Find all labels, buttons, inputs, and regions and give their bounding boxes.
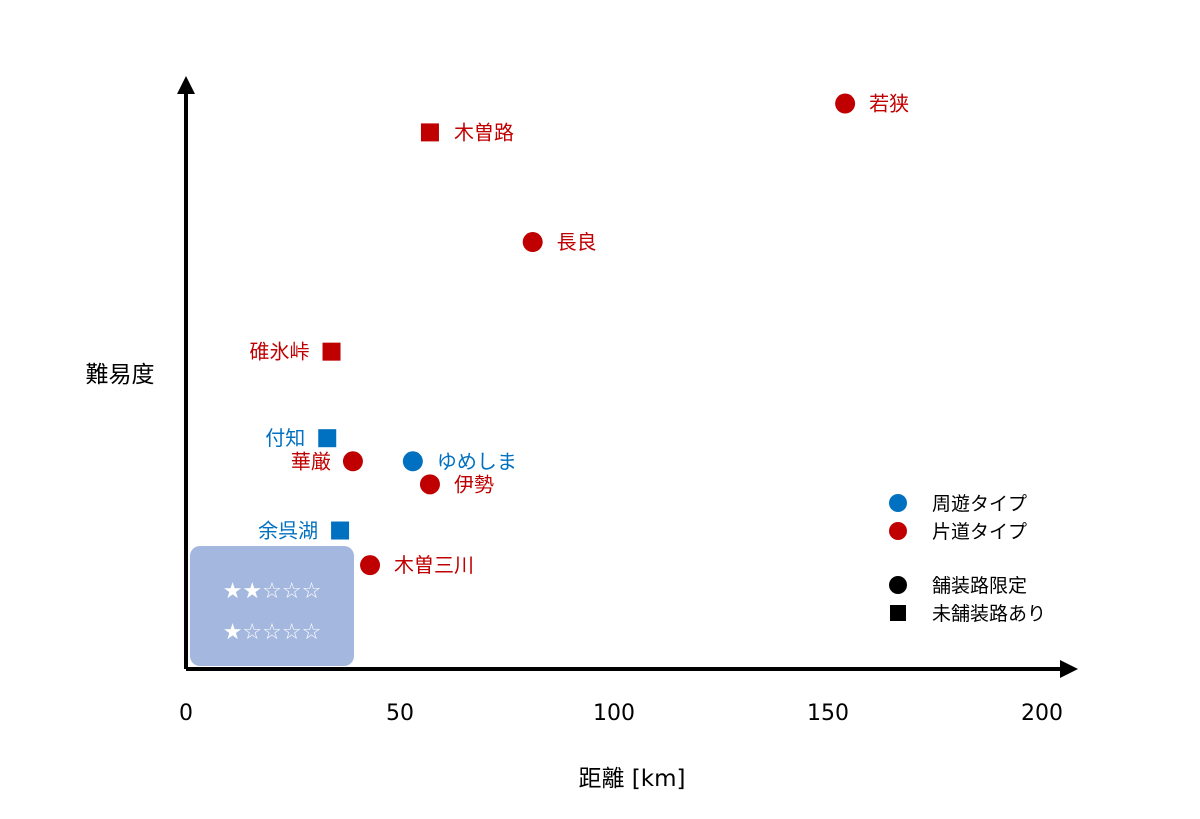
x-tick-label: 0 [179,701,193,726]
data-point-marker [360,555,381,576]
y-axis-arrow [177,76,195,94]
data-point-marker [318,429,337,448]
y-axis-title: 難易度 [86,362,155,388]
data-point-label: ゆめしま [437,449,517,473]
data-point-marker [419,474,440,495]
data-point-label: 碓氷峠 [250,340,310,364]
x-axis-title: 距離 [km] [579,766,686,792]
x-tick-label: 100 [593,701,635,726]
data-point-marker [835,93,856,114]
legend-marker-paved [889,576,907,594]
data-point-label: 長良 [557,230,597,254]
data-point-label: 木曽三川 [394,553,474,577]
x-axis-arrow [1060,660,1078,678]
legend-marker-loop [889,494,907,512]
data-point-label: 若狭 [869,92,909,116]
legend-marker-oneway [889,522,907,540]
legend-label-unpaved: 未舗装路あり [932,603,1046,625]
legend: 周遊タイプ 片道タイプ 舗装路限定 未舗装路あり [889,493,1046,625]
difficulty-box [190,546,354,666]
x-tick-label: 200 [1021,701,1063,726]
difficulty-level-1: ★☆☆☆☆ [223,620,322,645]
data-point-marker [322,342,341,361]
data-point-label: 伊勢 [454,472,494,496]
legend-label-paved: 舗装路限定 [932,575,1027,597]
data-point-label: 余呉湖 [258,519,318,543]
x-tick-label: 50 [386,701,414,726]
data-point-label: 付知 [265,426,305,450]
x-tick-labels: 0 50 100 150 200 [179,701,1063,726]
legend-marker-unpaved [890,605,906,621]
data-point-marker [331,521,350,540]
data-point-label: 木曽路 [454,120,514,144]
data-point-marker [342,451,363,472]
data-point-marker [522,232,543,253]
data-point-marker [402,451,423,472]
legend-label-oneway: 片道タイプ [932,521,1027,543]
data-point-marker [420,123,439,142]
difficulty-level-2: ★★☆☆☆ [223,579,322,604]
data-point-label: 華厳 [291,449,331,473]
legend-label-loop: 周遊タイプ [932,493,1027,515]
x-tick-label: 150 [807,701,849,726]
